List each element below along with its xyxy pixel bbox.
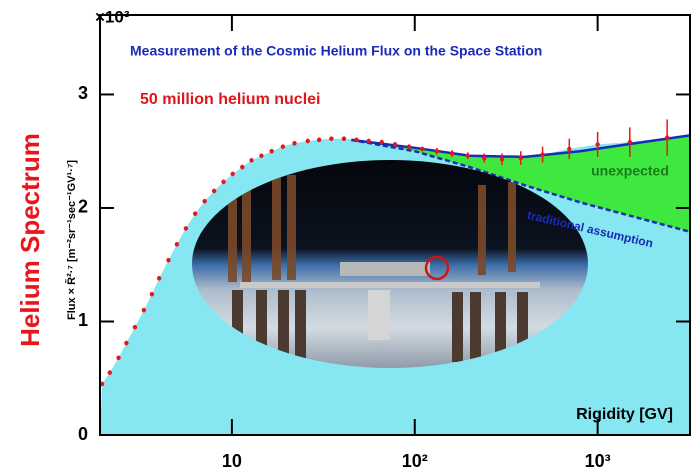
data-point	[665, 135, 669, 139]
data-point	[166, 258, 170, 262]
excess-label: unexpected	[591, 163, 669, 179]
data-point	[150, 292, 154, 296]
data-point	[540, 152, 544, 156]
x-tick-label: 10	[222, 451, 242, 471]
chart: ×10³ Measurement of the Cosmic Helium Fl…	[0, 0, 691, 474]
data-point	[230, 172, 234, 176]
data-point	[435, 149, 439, 153]
data-point	[240, 165, 244, 169]
data-point	[221, 180, 225, 184]
y-multiplier: ×10³	[95, 7, 130, 26]
y-axis-label: Flux × R̃²·⁷ [m⁻²sr⁻¹sec⁻¹GV¹·⁷]	[65, 160, 78, 320]
data-point	[116, 356, 120, 360]
y-tick-label: 3	[78, 83, 88, 103]
data-point	[407, 144, 411, 148]
side-title: Helium Spectrum	[15, 133, 45, 347]
data-point	[124, 341, 128, 345]
x-tick-label: 10³	[585, 451, 611, 471]
data-point	[193, 211, 197, 215]
data-point	[108, 370, 112, 374]
data-point	[133, 325, 137, 329]
data-point	[212, 189, 216, 193]
data-point	[269, 149, 273, 153]
data-point	[466, 154, 470, 158]
data-point	[519, 156, 523, 160]
subtitle: 50 million helium nuclei	[140, 91, 320, 108]
data-point	[157, 276, 161, 280]
data-point	[367, 139, 371, 143]
data-point	[329, 137, 333, 141]
x-tick-label: 10²	[402, 451, 428, 471]
data-point	[142, 308, 146, 312]
data-point	[595, 142, 599, 146]
x-axis-label: Rigidity [GV]	[576, 406, 673, 423]
data-point	[202, 199, 206, 203]
data-point	[450, 151, 454, 155]
data-point	[567, 147, 571, 151]
data-point	[380, 140, 384, 144]
data-point	[306, 139, 310, 143]
data-point	[292, 141, 296, 145]
data-point	[281, 144, 285, 148]
data-point	[317, 138, 321, 142]
data-point	[354, 138, 358, 142]
y-tick-label: 0	[78, 424, 88, 444]
data-point	[249, 158, 253, 162]
y-tick-label: 1	[78, 310, 88, 330]
data-point	[175, 242, 179, 246]
data-point	[184, 226, 188, 230]
data-point	[393, 142, 397, 146]
data-point	[420, 147, 424, 151]
data-point	[628, 140, 632, 144]
data-point	[500, 157, 504, 161]
data-point	[342, 137, 346, 141]
data-point	[259, 154, 263, 158]
data-point	[482, 156, 486, 160]
chart-title: Measurement of the Cosmic Helium Flux on…	[130, 43, 542, 59]
y-tick-label: 2	[78, 197, 88, 217]
